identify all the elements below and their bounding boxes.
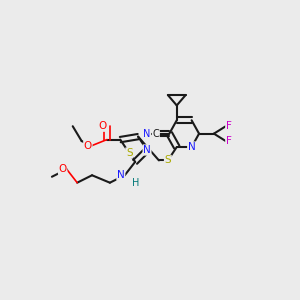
Text: H: H bbox=[132, 178, 140, 188]
Text: F: F bbox=[226, 121, 232, 131]
Text: N: N bbox=[143, 129, 151, 139]
Text: C: C bbox=[153, 129, 159, 139]
Text: O: O bbox=[84, 140, 92, 151]
Text: N: N bbox=[143, 145, 151, 155]
Text: F: F bbox=[226, 136, 232, 146]
Text: O: O bbox=[58, 164, 67, 174]
Text: N: N bbox=[188, 142, 196, 152]
Text: N: N bbox=[117, 170, 125, 180]
Text: S: S bbox=[164, 155, 171, 165]
Text: O: O bbox=[99, 121, 107, 131]
Text: S: S bbox=[126, 148, 133, 158]
